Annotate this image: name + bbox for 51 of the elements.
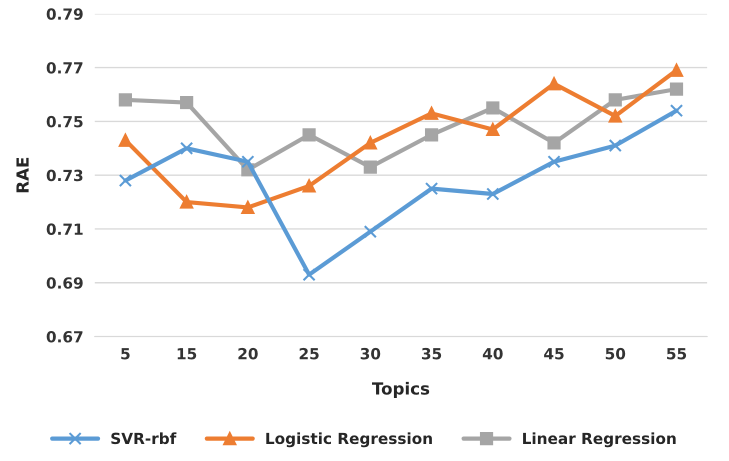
legend-label: Linear Regression: [523, 432, 676, 448]
point: [608, 93, 622, 106]
point: [241, 155, 254, 168]
legend-label: Logistic Regression: [266, 432, 432, 448]
point: [364, 160, 377, 174]
point: [547, 136, 561, 150]
y-tick-label: 0.73: [46, 170, 82, 182]
y-tick-label: 0.71: [46, 223, 83, 235]
point: [118, 134, 132, 147]
point: [364, 225, 377, 238]
point: [670, 82, 684, 96]
point: [118, 174, 132, 188]
x-tick-label: 25: [300, 348, 319, 360]
point: [180, 195, 194, 209]
point: [608, 139, 622, 152]
x-tick-label: 20: [238, 348, 258, 360]
point: [670, 104, 684, 118]
point: [486, 101, 500, 115]
x-tick-label: 55: [667, 348, 686, 360]
x-axis-title: Topics: [372, 382, 430, 398]
point: [424, 128, 438, 142]
legend-label: SVR-rbf: [111, 432, 176, 444]
point: [547, 155, 561, 168]
point: [486, 122, 500, 136]
point: [547, 77, 561, 90]
y-tick-label: 0.69: [46, 277, 83, 289]
point: [241, 200, 254, 214]
x-tick-label: 45: [544, 348, 564, 360]
x-tick-label: 35: [422, 348, 442, 360]
x-tick-label: 50: [606, 348, 626, 360]
point: [608, 109, 622, 123]
point: [424, 106, 438, 120]
point: [364, 136, 377, 150]
point: [302, 128, 316, 142]
point: [180, 96, 194, 110]
y-tick-label: 0.67: [46, 330, 82, 343]
x-tick-label: 30: [360, 348, 380, 360]
x-tick-label: 5: [121, 348, 130, 360]
x-tick-label: 40: [482, 348, 503, 360]
point: [670, 64, 684, 77]
y-axis-title: RAE: [16, 158, 29, 192]
x-tick-label: 15: [178, 348, 196, 360]
point: [302, 268, 316, 282]
point: [118, 93, 132, 106]
y-tick-label: 0.75: [46, 116, 83, 128]
point: [486, 187, 500, 201]
point: [302, 179, 316, 193]
point: [424, 182, 438, 196]
y-tick-label: 0.77: [46, 62, 82, 74]
y-tick-label: 0.79: [46, 8, 83, 20]
point: [180, 142, 194, 155]
